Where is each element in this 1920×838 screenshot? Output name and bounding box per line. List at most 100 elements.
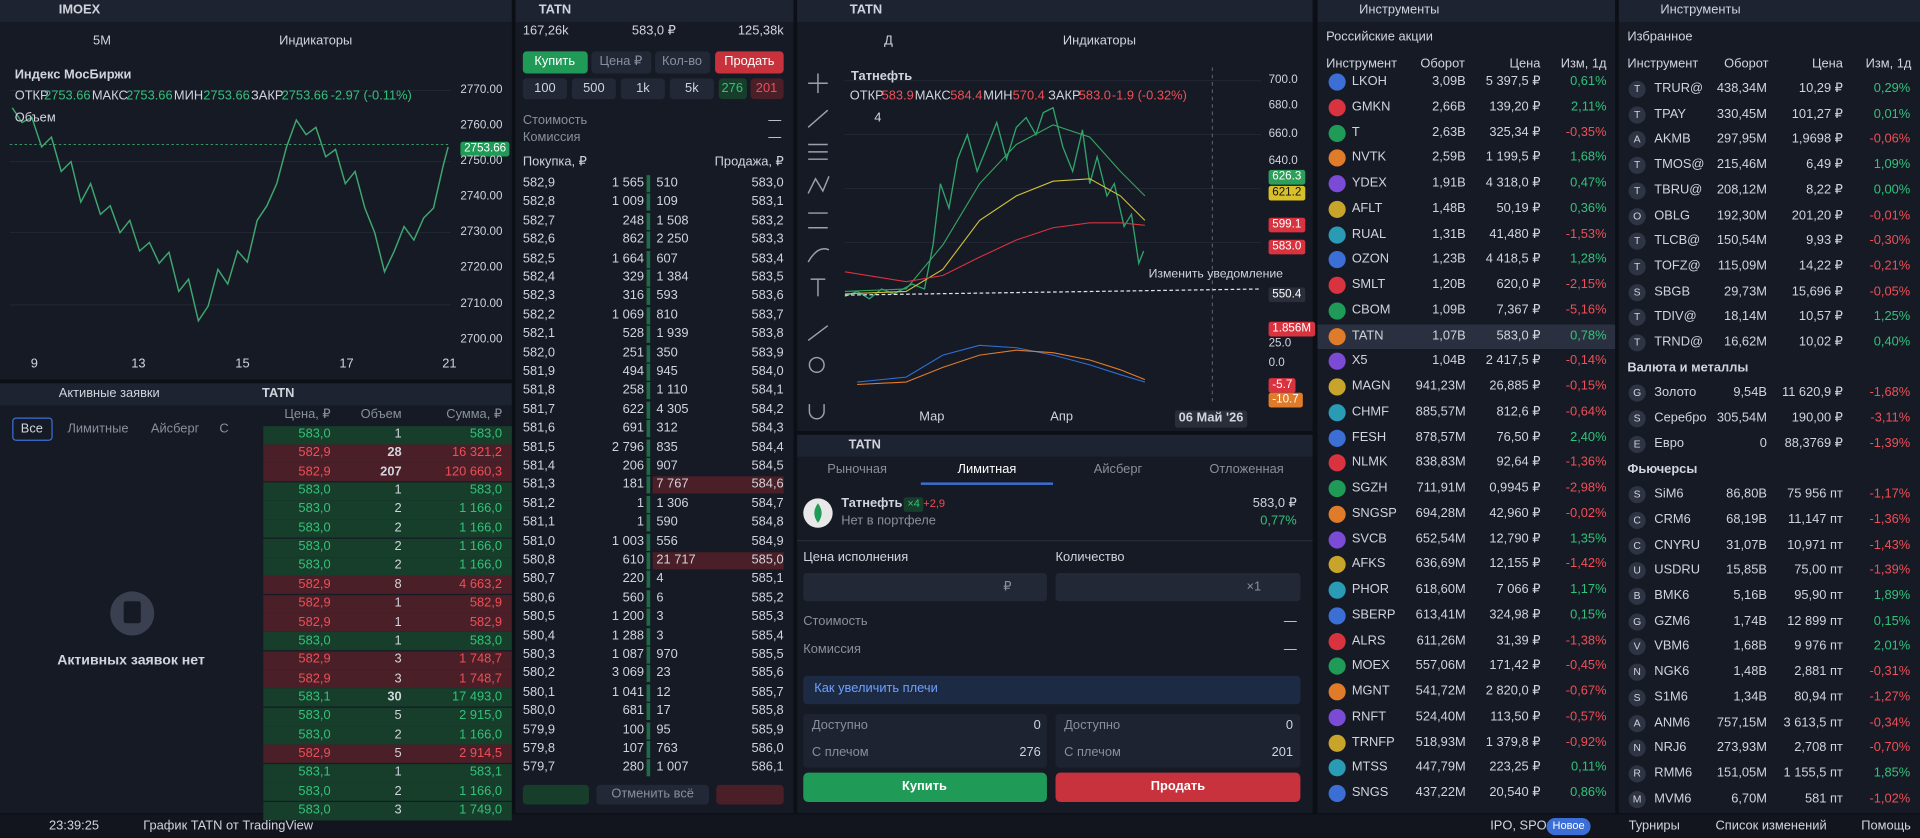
ask-price[interactable]: 585,0 [751,552,784,568]
ticker[interactable]: Евро [1654,435,1684,451]
ticker[interactable]: SGZH [1351,480,1388,495]
bid-price[interactable]: 579,7 [522,759,556,775]
ticker[interactable]: S1M6 [1654,689,1688,705]
cancel-all[interactable]: Отменить всё [611,786,694,802]
changelog-link[interactable]: Список изменений [1715,818,1827,833]
ask-price[interactable]: 583,4 [751,250,784,266]
column-header[interactable]: Оборот [1420,56,1465,72]
bid-price[interactable]: 582,2 [522,307,556,323]
ask-price[interactable]: 585,4 [751,627,784,643]
bid-price[interactable]: 580,1 [522,684,556,700]
ask-price[interactable]: 584,2 [751,401,784,417]
bid-price[interactable]: 580,0 [522,703,556,719]
qty-preset[interactable]: 500 [583,81,605,96]
ask-price[interactable]: 586,1 [751,759,784,775]
ticker[interactable]: RNFT [1351,708,1387,724]
sell-button[interactable] [1055,772,1301,803]
ticker[interactable]: AKMB [1654,131,1691,147]
column-header[interactable]: Изм, 1д [1865,56,1912,72]
ticker[interactable]: TMOS@ [1654,157,1705,172]
ticker[interactable]: AFKS [1351,556,1386,572]
price-field[interactable] [591,51,652,74]
column-header[interactable]: Инструмент [1326,56,1398,72]
chart-source[interactable]: График TATN от TradingView [143,818,314,833]
ticker[interactable]: NRJ6 [1654,740,1687,755]
ticker[interactable]: SMLT [1351,277,1386,292]
bid-price[interactable]: 579,9 [522,722,556,737]
ticker[interactable]: X5 [1351,353,1368,368]
order-type-tab[interactable]: Айсберг [1093,461,1143,477]
qty-preset[interactable]: 1k [636,81,650,96]
ticker[interactable]: GZM6 [1654,613,1691,629]
bid-price[interactable]: 582,1 [522,326,556,341]
ticker[interactable]: TLCB@ [1654,233,1701,248]
ask-price[interactable]: 585,8 [751,703,784,719]
order-tab[interactable]: Айсберг [150,421,200,437]
qty-field[interactable]: Кол-во [662,54,703,69]
ticker[interactable]: SBERP [1351,607,1396,623]
ask-price[interactable]: 584,6 [751,477,784,492]
ticker[interactable]: LKOH [1351,73,1387,89]
tournaments-link[interactable]: Турниры [1628,818,1680,833]
bid-price[interactable]: 582,9 [522,175,556,191]
list-selector[interactable]: Избранное [1627,29,1693,45]
qty-preset[interactable] [522,78,567,100]
order-type-tab[interactable]: Отложенная [1209,461,1284,477]
bid-price[interactable]: 580,7 [522,571,556,587]
ticker[interactable]: FESH [1351,429,1387,445]
ticker[interactable]: OBLG [1654,207,1691,223]
ticker[interactable]: MGNT [1351,683,1390,699]
ticker[interactable]: CNYRU [1654,537,1701,553]
qty-preset[interactable] [571,78,616,100]
qty-preset[interactable]: 100 [534,81,556,96]
bid-price[interactable]: 580,8 [522,552,556,568]
section-title[interactable]: Валюта и металлы [1627,359,1749,375]
ticker[interactable]: SBGB [1654,283,1691,299]
tab-active[interactable] [12,417,53,441]
ticker[interactable]: TATN [1351,327,1384,343]
ticker[interactable]: ANM6 [1654,714,1691,730]
column-header[interactable]: Изм, 1д [1560,56,1607,72]
buy-button[interactable] [803,772,1047,803]
ticker[interactable]: Золото [1654,385,1697,400]
ask-price[interactable]: 585,7 [751,684,784,700]
ask-price[interactable]: 585,6 [751,665,784,681]
indicators-button[interactable]: Индикаторы [1062,33,1136,49]
bid-price[interactable]: 582,5 [522,250,556,266]
ask-price[interactable]: 583,0 [751,175,784,191]
ask-price[interactable]: 585,2 [751,590,784,605]
bid-price[interactable]: 582,0 [522,345,556,360]
bid-price[interactable]: 581,8 [522,382,556,398]
ticker[interactable]: GMKN [1351,99,1391,114]
ticker[interactable]: Серебро [1654,410,1707,426]
order-type-tab[interactable]: Лимитная [957,461,1017,477]
bid-price[interactable]: 581,6 [522,420,556,436]
section-title[interactable]: Фьючерсы [1627,461,1698,476]
buy-button[interactable] [522,51,588,74]
list-selector[interactable]: Российские акции [1326,29,1433,45]
ticker[interactable]: CRM6 [1654,511,1691,527]
column-header[interactable]: Оборот [1724,56,1769,72]
ticker[interactable]: BMK6 [1654,588,1690,603]
ask-price[interactable]: 585,1 [751,571,784,587]
timeframe-button[interactable]: 5M [93,33,111,49]
qty-preset[interactable] [669,78,714,100]
ticker[interactable]: PHOR [1351,581,1389,597]
hint-link[interactable]: Как увеличить плечи [814,681,938,696]
ticker[interactable]: TBRU@ [1654,182,1703,198]
ask-price[interactable]: 584,7 [751,495,784,511]
bid-price[interactable]: 581,2 [522,495,556,511]
ticker[interactable]: VBM6 [1654,638,1690,654]
ticker[interactable]: SNGSP [1351,505,1397,521]
bid-price[interactable]: 581,1 [522,514,556,530]
qty-input[interactable] [1055,573,1301,602]
indicator-count[interactable]: 4 [874,110,882,126]
ticker[interactable]: ALRS [1351,632,1386,648]
ask-price[interactable]: 583,3 [751,231,784,247]
ticker[interactable]: NVTK [1351,149,1387,165]
sell-button[interactable]: Продать [724,54,775,69]
ask-price[interactable]: 583,2 [751,213,784,228]
ticker[interactable]: TRND@ [1654,334,1704,350]
buy-button[interactable]: Купить [534,54,576,69]
order-tab[interactable]: Все [20,421,43,437]
